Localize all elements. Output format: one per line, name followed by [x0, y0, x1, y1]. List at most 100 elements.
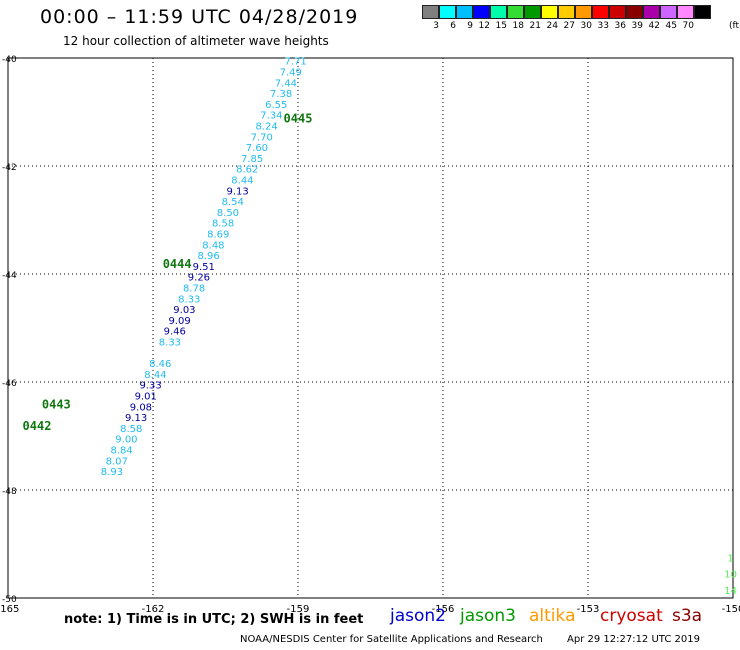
wave-height-value: 7.85: [241, 154, 263, 165]
wave-height-value: 8.33: [159, 338, 181, 349]
wave-height-value: 7.71: [284, 57, 306, 68]
color-legend-unit: (ft): [729, 21, 740, 31]
wave-height-value: 9.26: [188, 273, 210, 284]
wave-height-value: 8.78: [183, 284, 205, 295]
color-legend-label: 21: [529, 21, 541, 31]
satellite-legend-jason3: jason3: [460, 606, 516, 626]
latitude-tick-label: -40: [2, 55, 17, 65]
satellite-legend-altika: altika: [529, 606, 576, 626]
wave-height-value: 7.60: [246, 143, 268, 154]
color-swatch: [643, 5, 660, 19]
color-legend-label: 15: [495, 21, 507, 31]
wave-height-value: 7.70: [251, 132, 273, 143]
wave-height-value: 8.24: [255, 122, 277, 133]
latitude-tick-label: -48: [2, 487, 17, 497]
pass-time-label: 0443: [42, 398, 71, 412]
wave-height-value: 9.01: [135, 392, 157, 403]
color-swatch: [490, 5, 507, 19]
footer-note: note: 1) Time is in UTC; 2) SWH is in fe…: [64, 612, 364, 627]
color-legend-label: 33: [597, 21, 609, 31]
credit-text: NOAA/NESDIS Center for Satellite Applica…: [240, 634, 543, 645]
wave-height-value: 8.58: [212, 219, 234, 230]
color-legend-label: 6: [450, 21, 456, 31]
longitude-tick-label: -162: [142, 604, 165, 615]
wave-height-value: 9.08: [130, 402, 152, 413]
color-legend-label: 27: [563, 21, 575, 31]
wave-height-value: 9.13: [125, 413, 147, 424]
color-legend: [422, 5, 711, 19]
color-swatch: [558, 5, 575, 19]
wave-height-value: 6.55: [265, 100, 287, 111]
wave-height-value: 9.51: [193, 262, 215, 273]
color-legend-labels: 3 6 9 12 15 18 21 24 27 30 33 36 39 42 45 70: [422, 21, 694, 31]
color-swatch: [660, 5, 677, 19]
color-swatch: [422, 5, 439, 19]
color-swatch: [541, 5, 558, 19]
wave-height-value: 9.03: [173, 305, 195, 316]
wave-height-value: 8.46: [149, 359, 171, 370]
longitude-tick-label: -165: [0, 604, 19, 615]
wave-height-value: 8.58: [120, 424, 142, 435]
wave-height-value: 9.00: [115, 435, 137, 446]
wave-height-value: 1: [727, 554, 733, 565]
wave-height-value: 8.84: [110, 446, 132, 457]
color-legend-label: 9: [467, 21, 473, 31]
color-legend-label: 24: [546, 21, 558, 31]
color-legend-label: 39: [631, 21, 643, 31]
wave-height-value: 8.69: [207, 230, 229, 241]
color-swatch: [609, 5, 626, 19]
wave-height-value: 8.07: [106, 456, 128, 467]
pass-time-label: 0444: [163, 257, 192, 271]
page-subtitle: 12 hour collection of altimeter wave hei…: [63, 34, 329, 48]
color-swatch: [507, 5, 524, 19]
page-title: 00:00 – 11:59 UTC 04/28/2019: [40, 6, 359, 28]
wave-height-value: 8.33: [178, 294, 200, 305]
latitude-tick-label: -50: [2, 595, 17, 605]
satellite-legend-s3a: s3a: [672, 606, 703, 626]
wave-height-value: 7.38: [270, 89, 292, 100]
wave-height-value: 10: [724, 570, 737, 581]
wave-height-value: 8.48: [202, 240, 224, 251]
longitude-tick-label: -150: [722, 604, 740, 615]
color-swatch: [473, 5, 490, 19]
wave-height-value: 7.44: [275, 78, 297, 89]
color-swatch: [694, 5, 711, 19]
latitude-tick-label: -44: [2, 271, 17, 281]
wave-height-value: 7.49: [280, 68, 302, 79]
color-legend-label: 70: [682, 21, 694, 31]
satellite-legend-cryosat: cryosat: [600, 606, 663, 626]
wave-height-value: 7.34: [260, 111, 282, 122]
wave-height-value: 8.44: [231, 176, 253, 187]
wave-height-value: 8.96: [197, 251, 219, 262]
color-legend-label: 3: [433, 21, 439, 31]
color-swatch: [439, 5, 456, 19]
color-swatch: [626, 5, 643, 19]
pass-time-label: 0442: [23, 419, 52, 433]
longitude-tick-label: -153: [577, 604, 600, 615]
latitude-tick-label: -42: [2, 163, 17, 173]
wave-height-value: 9.33: [139, 381, 161, 392]
generated-date: Apr 29 12:27:12 UTC 2019: [567, 634, 700, 645]
pass-time-label: 0445: [284, 111, 313, 125]
wave-height-value: 9.46: [164, 327, 186, 338]
wave-height-value: 9.13: [226, 186, 248, 197]
wave-height-value: 8.44: [144, 370, 166, 381]
color-swatch: [575, 5, 592, 19]
color-swatch: [592, 5, 609, 19]
color-legend-label: 12: [478, 21, 490, 31]
color-legend-label: 42: [648, 21, 660, 31]
map-frame: [7, 57, 734, 599]
wave-height-value: 8.62: [236, 165, 258, 176]
color-swatch: [456, 5, 473, 19]
wave-height-value: 8.54: [222, 197, 244, 208]
color-swatch: [677, 5, 694, 19]
latitude-tick-label: -46: [2, 379, 17, 389]
color-legend-label: 36: [614, 21, 626, 31]
wave-height-value: 8.50: [217, 208, 239, 219]
longitude-tick-label: -156: [432, 604, 455, 615]
color-legend-label: 18: [512, 21, 524, 31]
wave-height-value: 9.09: [168, 316, 190, 327]
wave-height-value: 14: [724, 586, 737, 597]
color-swatch: [524, 5, 541, 19]
